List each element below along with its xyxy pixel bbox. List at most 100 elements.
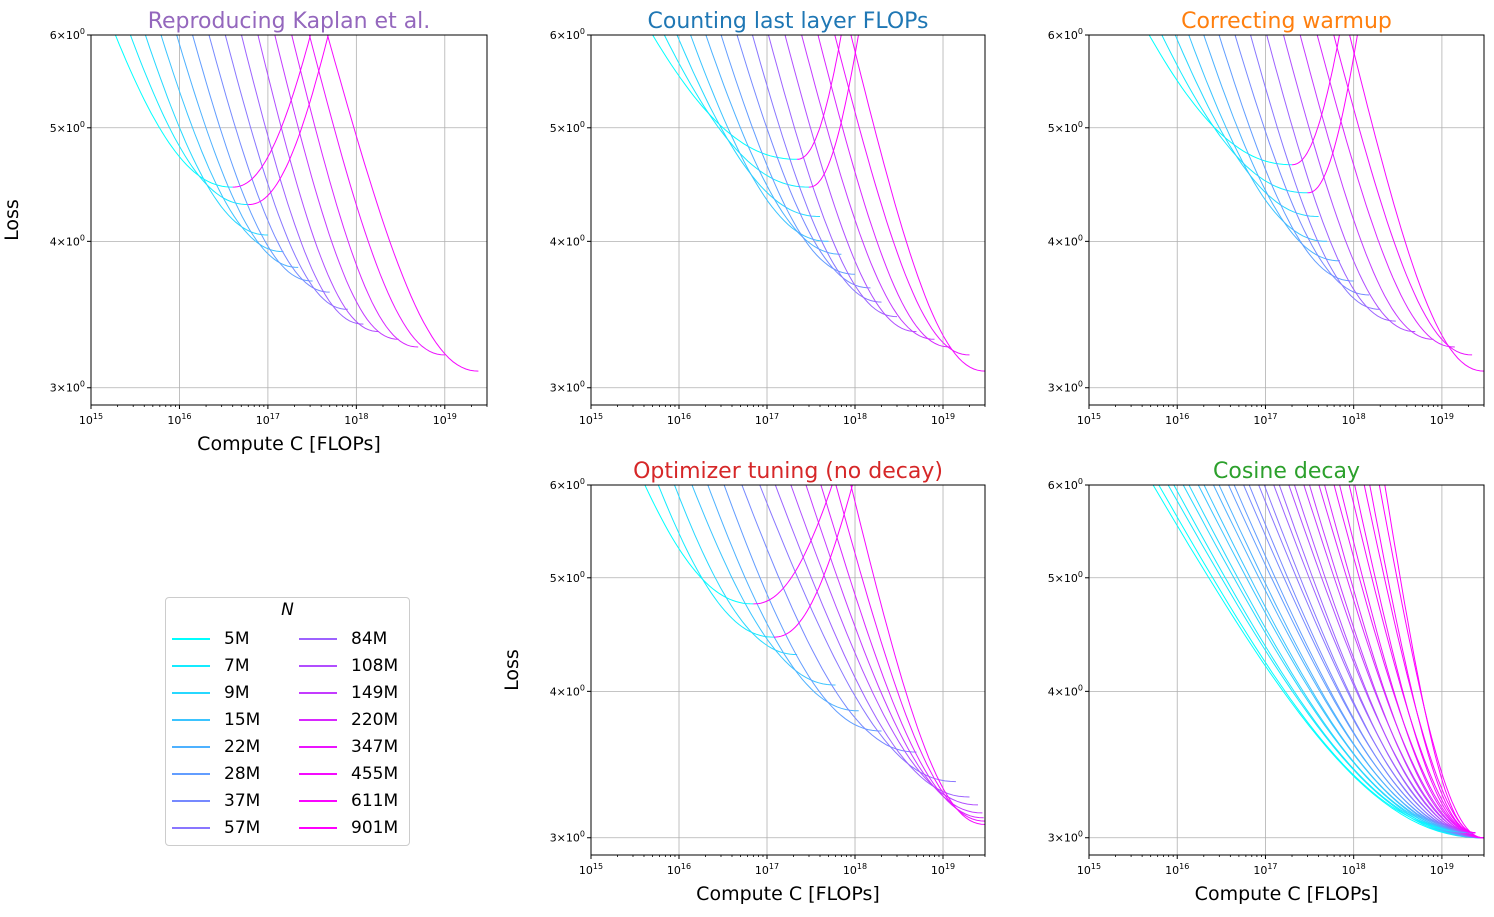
legend-item: 5M (172, 627, 249, 651)
x-tick-label: 1017 (755, 862, 779, 877)
legend-item: 611M (299, 789, 398, 813)
series-line (1148, 35, 1293, 166)
x-tick-label: 1019 (931, 412, 955, 427)
legend-swatch (172, 800, 210, 802)
series-line (1349, 35, 1484, 372)
y-axis-label: Loss (501, 649, 523, 691)
legend: N 5M 7M 9M 15M 22M 28M 37M 57M 84M 108M 149M 220M 34… (165, 597, 410, 846)
legend-swatch (299, 827, 337, 829)
series-line (850, 35, 985, 372)
series-line (1288, 485, 1484, 839)
y-tick-label: 5×100 (1048, 120, 1083, 135)
series-line (773, 485, 853, 638)
legend-item: 901M (299, 816, 398, 840)
series-line (741, 485, 917, 753)
curves (1148, 35, 1484, 372)
series-line (114, 35, 233, 188)
legend-item: 37M (172, 789, 260, 813)
legend-item: 455M (299, 762, 398, 786)
legend-swatch (172, 827, 210, 829)
legend-label: 15M (224, 710, 261, 730)
y-tick-label: 4×100 (550, 233, 585, 248)
x-axis-label: Compute C [FLOPs] (197, 433, 381, 455)
y-tick-label: 4×100 (1048, 683, 1083, 698)
series-line (723, 485, 882, 732)
x-axis-label: Compute C [FLOPs] (696, 883, 880, 905)
series-line (736, 35, 871, 289)
panel-title: Optimizer tuning (no decay) (633, 459, 943, 484)
series-line (850, 485, 985, 825)
series-line (129, 35, 249, 205)
series-line (690, 35, 829, 242)
x-tick-label: 1018 (843, 412, 867, 427)
y-tick-label: 6×100 (550, 477, 585, 492)
axes-frame (590, 484, 986, 856)
series-line (1283, 35, 1416, 333)
x-tick-label: 1019 (433, 412, 457, 427)
legend-label: 28M (224, 764, 261, 784)
y-tick-label: 5×100 (50, 120, 85, 135)
legend-label: 9M (224, 683, 250, 703)
series-line (1173, 485, 1476, 834)
series-line (1324, 485, 1476, 834)
series-line (1234, 35, 1370, 296)
y-tick-label: 4×100 (50, 233, 85, 248)
series-line (1307, 35, 1358, 194)
x-tick-label: 1017 (256, 412, 280, 427)
legend-label: 37M (224, 791, 261, 811)
series-line (176, 35, 299, 268)
series-line (326, 35, 479, 372)
series-line (1158, 485, 1476, 834)
legend-item: 28M (172, 762, 260, 786)
series-line (1203, 35, 1341, 262)
series-line (801, 35, 935, 340)
series-line (192, 35, 313, 282)
x-tick-label: 1019 (931, 862, 955, 877)
series-line (753, 485, 833, 605)
legend-swatch (172, 638, 210, 640)
series-line (1299, 35, 1434, 340)
panel-title: Counting last layer FLOPs (648, 9, 929, 34)
curves (652, 35, 985, 372)
x-tick-label: 1018 (843, 862, 867, 877)
axes-frame (1088, 34, 1485, 406)
series-line (1203, 485, 1476, 834)
panel-4: 1015 1016 1017 1018 1019 3×100 4×100 5×100 6×100… (501, 459, 986, 905)
x-tick-label: 1019 (1430, 412, 1454, 427)
x-tick-label: 1016 (1165, 862, 1189, 877)
panel-title: Reproducing Kaplan et al. (148, 9, 431, 34)
series-line (1263, 485, 1476, 834)
x-tick-label: 1015 (79, 412, 103, 427)
legend-label: 5M (224, 629, 250, 649)
legend-swatch (299, 665, 337, 667)
x-tick-label: 1017 (1253, 862, 1277, 877)
y-tick-label: 3×100 (1048, 830, 1083, 845)
panel-title: Cosine decay (1213, 459, 1360, 484)
legend-swatch (172, 773, 210, 775)
legend-swatch (172, 719, 210, 721)
series-line (784, 35, 917, 333)
x-tick-label: 1016 (167, 412, 191, 427)
panel-title: Correcting warmup (1181, 9, 1392, 34)
x-tick-label: 1017 (755, 412, 779, 427)
series-line (257, 35, 379, 333)
x-axis-label: Compute C [FLOPs] (1195, 883, 1379, 905)
x-tick-label: 1016 (667, 862, 691, 877)
legend-swatch (299, 773, 337, 775)
series-line (1369, 485, 1476, 834)
x-tick-label: 1017 (1253, 412, 1277, 427)
series-line (1218, 485, 1476, 834)
legend-label: 347M (351, 737, 399, 757)
legend-swatch (299, 746, 337, 748)
series-line (208, 35, 330, 293)
y-tick-label: 5×100 (550, 570, 585, 585)
legend-swatch (299, 638, 337, 640)
series-line (1354, 485, 1476, 834)
y-tick-label: 3×100 (1048, 380, 1083, 395)
legend-label: 108M (351, 656, 399, 676)
series-line (720, 35, 856, 275)
series-line (1248, 485, 1476, 834)
x-tick-label: 1015 (579, 862, 603, 877)
series-line (274, 35, 399, 340)
legend-label: 220M (351, 710, 399, 730)
